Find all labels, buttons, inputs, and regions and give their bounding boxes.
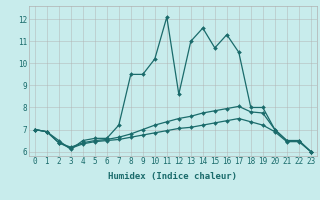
X-axis label: Humidex (Indice chaleur): Humidex (Indice chaleur) xyxy=(108,172,237,181)
